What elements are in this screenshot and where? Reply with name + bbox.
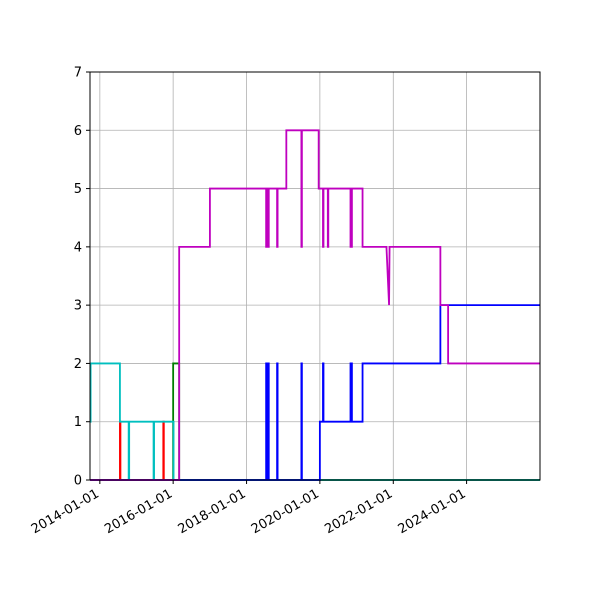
series-line [90,304,540,481]
y-tick-label: 2 [74,357,82,372]
series-line [90,129,540,481]
series-line [89,362,540,481]
y-tick-label: 0 [74,474,82,489]
y-tick-label: 4 [74,240,82,255]
y-tick-label: 1 [74,415,82,430]
y-tick-label: 5 [74,182,82,197]
plot-frame [89,71,541,481]
y-tick-label: 6 [74,124,82,139]
y-tick-label: 3 [74,299,82,314]
y-tick-label: 7 [74,66,82,81]
